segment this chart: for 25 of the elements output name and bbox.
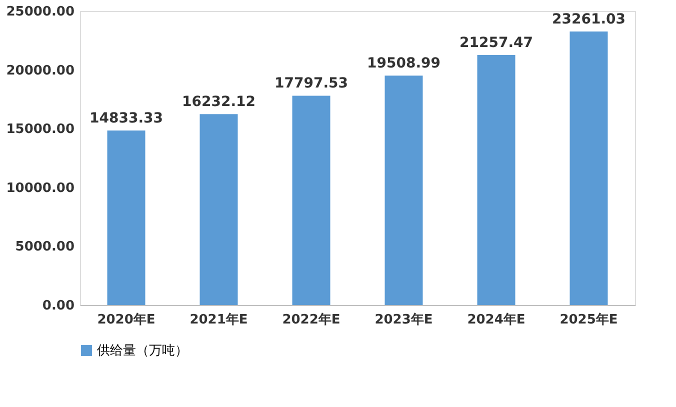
bar [200,114,238,305]
y-tick-label: 10000.00 [6,180,74,196]
x-tick-label: 2023年E [374,312,433,328]
x-tick-label: 2022年E [282,312,340,328]
y-tick-label: 20000.00 [6,63,74,78]
data-label: 21257.47 [459,35,534,52]
bar [570,31,608,305]
x-tick-label: 2020年E [97,312,156,328]
data-label: 17797.53 [274,76,348,92]
x-tick-label: 2025年E [560,312,618,328]
y-tick-label: 5000.00 [15,240,74,255]
bar [292,96,330,305]
bar [384,76,423,305]
legend-label: 供给量（万吨） [97,344,188,358]
data-label: 16232.12 [182,94,256,110]
data-label: 14833.33 [89,110,164,127]
data-label: 19508.99 [366,56,441,72]
x-tick-label: 2024年E [467,312,526,328]
y-tick-label: 0.00 [42,298,74,314]
x-tick-label: 2021年E [190,312,248,328]
y-tick-label: 25000.00 [6,4,74,20]
y-tick-label: 15000.00 [6,122,74,138]
bar [477,55,516,305]
bar [107,130,146,305]
data-label: 23261.03 [552,11,626,28]
